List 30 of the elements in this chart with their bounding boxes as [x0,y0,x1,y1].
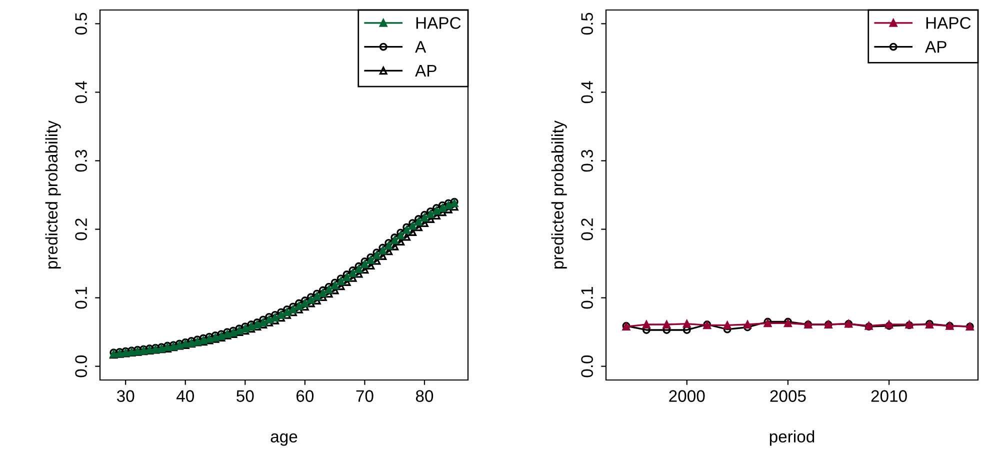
y-tick-label: 0.0 [75,355,87,378]
x-tick-label: 2005 [770,390,806,402]
x-tick-label: 80 [416,390,434,402]
x-tick-label: 2000 [669,390,705,402]
y-tick-label: 0.2 [75,218,87,240]
y-axis-title: predicted probability [551,120,567,268]
x-tick-label: 50 [236,390,254,402]
x-axis-title: period [770,430,814,446]
x-tick-label: 70 [356,390,374,402]
y-tick-label: 0.1 [581,287,593,309]
y-tick-label: 0.5 [75,12,87,35]
x-tick-label: 2010 [871,390,907,402]
legend-label: A [415,41,426,53]
y-tick-label: 0.4 [75,81,87,104]
x-tick-label: 60 [296,390,314,402]
y-tick-label: 0.3 [581,150,593,172]
legend-label: HAPC [416,17,461,29]
legend-label: AP [925,41,946,53]
y-axis-title: predicted probability [45,120,61,268]
legend-label: AP [415,65,436,76]
x-tick-label: 30 [116,390,134,402]
y-tick-label: 0.4 [581,81,593,104]
y-tick-label: 0.2 [581,218,593,240]
x-axis-title: age [270,433,298,446]
y-tick-label: 0.0 [581,355,593,378]
y-tick-label: 0.1 [75,287,87,309]
x-tick-label: 40 [176,390,194,402]
y-tick-label: 0.5 [581,12,593,35]
legend-label: HAPC [926,17,971,29]
y-tick-label: 0.3 [75,150,87,172]
